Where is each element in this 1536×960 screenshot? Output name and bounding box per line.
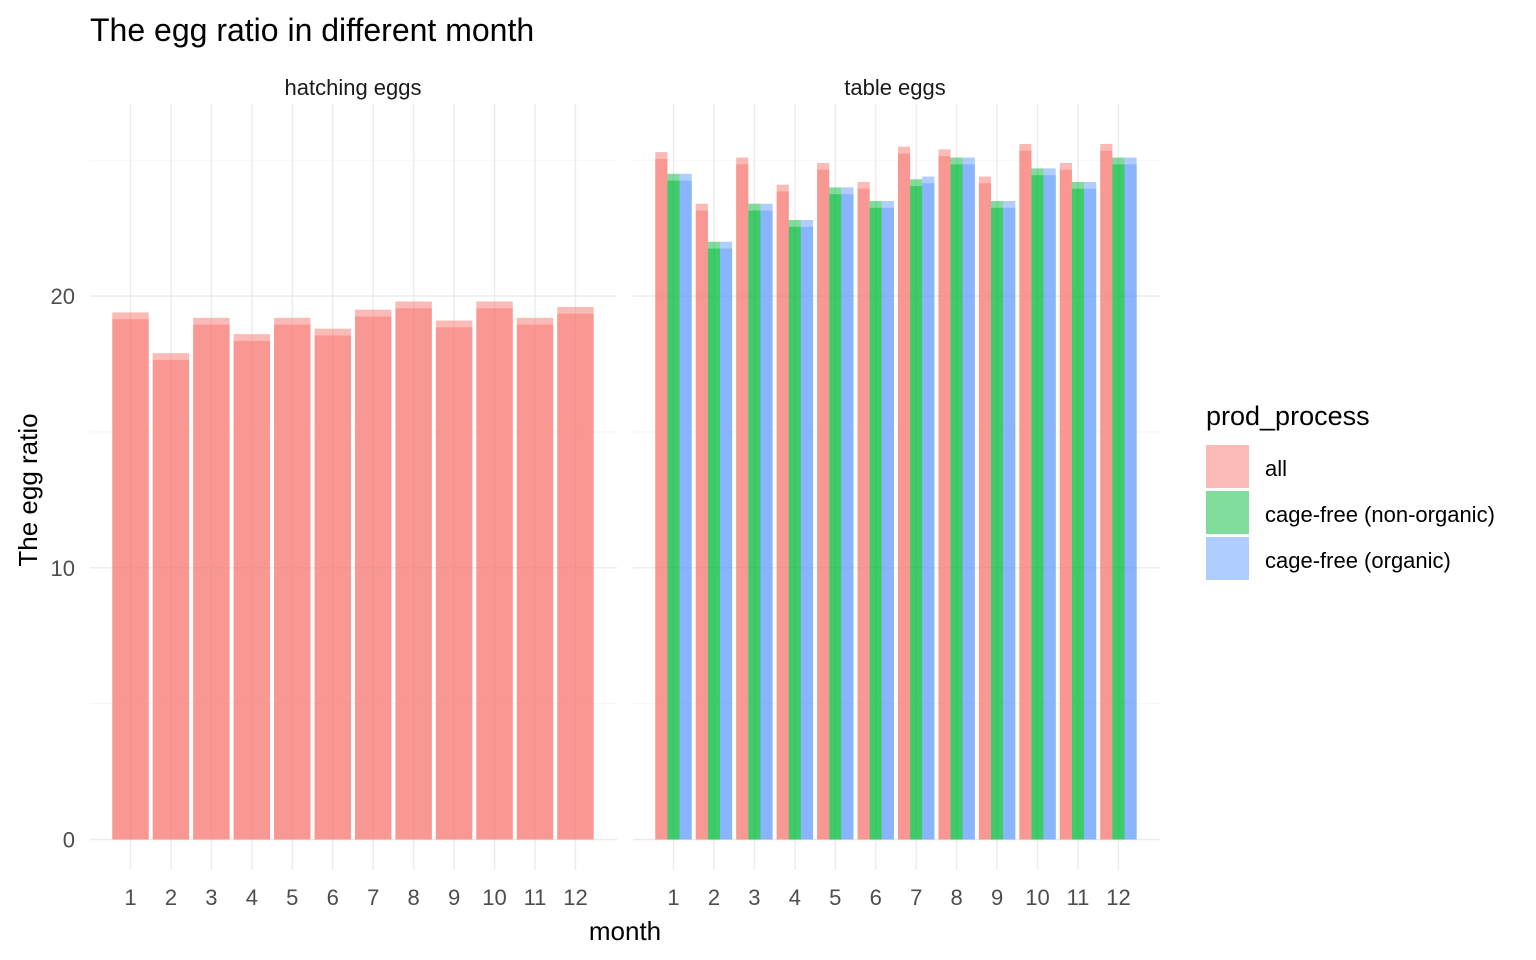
x-tick-label: 12 [1106,885,1130,910]
bar-1-0 [695,210,708,840]
x-tick-label: 4 [246,885,258,910]
bar-1-1 [788,226,801,840]
bar-0-0 [395,308,432,840]
bar-1-2 [1084,188,1097,840]
bar-0-0 [476,308,513,840]
legend-label-all: all [1265,456,1287,481]
legend-key-cage-free-organic [1206,537,1249,580]
bar-1-0 [857,188,870,840]
bar-1-1 [1031,175,1044,840]
chart-title: The egg ratio in different month [90,12,534,48]
bar-1-0 [938,156,951,840]
bar-1-0 [1019,150,1032,840]
bar-1-1 [869,207,882,840]
bar-1-0 [776,191,789,840]
bar-0-0 [557,313,594,840]
bar-1-1 [950,164,963,840]
bar-1-2 [800,226,814,840]
x-axis-ticks: 1 2 3 4 5 6 7 8 9 10 11 12 1 2 3 4 5 6 7 8 9 10 11 12 [124,885,1130,910]
bar-0-0 [435,327,473,840]
x-tick-label: 9 [448,885,460,910]
facet-strip-label: hatching eggs [285,75,422,100]
y-tick-label: 0 [63,828,75,853]
legend-key-all [1206,445,1249,488]
bar-1-1 [910,186,923,840]
bar-1-0 [655,158,668,840]
y-axis-title: The egg ratio [13,413,43,566]
bar-1-1 [1071,188,1085,840]
bar-0-0 [274,324,311,840]
bar-1-1 [707,248,721,840]
bar-1-1 [991,207,1004,840]
y-axis-ticks: 0 10 20 [51,284,75,852]
legend-key-cage-free-non-organic [1206,491,1249,534]
bar-1-2 [881,207,894,840]
x-tick-label: 5 [286,885,298,910]
x-tick-label: 10 [1025,885,1049,910]
x-tick-label: 2 [708,885,720,910]
bar-1-0 [1100,150,1113,840]
x-axis-title: month [589,916,661,946]
bar-1-0 [1059,169,1072,840]
bar-1-1 [748,210,761,840]
x-tick-label: 6 [327,885,339,910]
x-tick-label: 11 [1067,885,1090,910]
bar-0-0 [354,316,392,840]
bar-1-2 [962,164,975,840]
x-tick-label: 7 [910,885,922,910]
bar-1-1 [667,180,680,840]
bar-1-1 [829,194,842,840]
x-tick-label: 6 [870,885,882,910]
x-tick-label: 10 [482,885,506,910]
x-tick-label: 1 [124,885,136,910]
x-tick-label: 5 [829,885,841,910]
x-tick-label: 1 [667,885,679,910]
bar-1-1 [1112,164,1125,840]
legend-title: prod_process [1206,401,1370,431]
bar-1-2 [760,210,773,840]
x-tick-label: 2 [165,885,177,910]
facet-panel-table-eggs [633,104,1160,870]
x-tick-label: 8 [951,885,963,910]
bar-1-0 [817,169,830,840]
bar-1-2 [679,180,692,840]
x-tick-label: 11 [524,885,547,910]
bar-1-2 [1124,164,1137,840]
bar-1-2 [922,183,935,840]
bar-1-2 [841,194,854,840]
x-tick-label: 12 [563,885,587,910]
x-tick-label: 4 [789,885,801,910]
bar-1-2 [1003,207,1016,840]
x-tick-label: 7 [367,885,379,910]
legend: prod_process all cage-free (non-organic)… [1206,401,1495,580]
y-tick-label: 10 [51,556,75,581]
bar-0-0 [193,324,230,840]
bar-0-0 [516,324,554,840]
facet-panel-hatching-eggs [90,104,617,870]
bar-1-0 [736,164,749,840]
x-tick-label: 3 [748,885,760,910]
legend-label-cage-free-organic: cage-free (organic) [1265,548,1451,573]
x-tick-label: 3 [205,885,217,910]
x-tick-label: 8 [408,885,420,910]
bar-0-0 [152,359,190,840]
bar-1-0 [978,183,992,840]
bar-0-0 [233,340,271,840]
bar-1-2 [1043,175,1056,840]
y-tick-label: 20 [51,284,75,309]
x-tick-label: 9 [991,885,1003,910]
bar-1-2 [720,248,733,840]
bar-0-0 [112,319,149,840]
facet-strip-label: table eggs [844,75,946,100]
bar-1-0 [897,153,911,840]
bar-0-0 [314,335,351,840]
legend-label-cage-free-non-organic: cage-free (non-organic) [1265,502,1495,527]
